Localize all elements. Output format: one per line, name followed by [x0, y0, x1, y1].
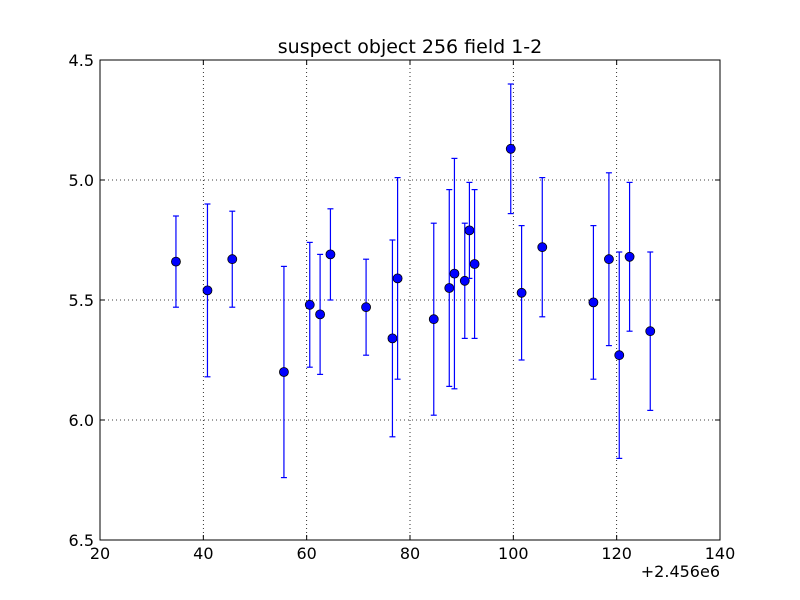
- data-point: [614, 350, 625, 361]
- data-point: [464, 225, 475, 236]
- data-point: [624, 251, 635, 262]
- grid-layer: [100, 60, 720, 540]
- x-tick-label: 100: [498, 544, 529, 563]
- data-point: [227, 254, 238, 265]
- x-tick-label: 20: [90, 544, 110, 563]
- data-point: [469, 259, 480, 269]
- data-layer: [171, 83, 656, 479]
- data-point: [444, 283, 455, 293]
- y-tick-label: 5.5: [69, 291, 94, 310]
- data-point: [171, 256, 181, 267]
- data-point: [325, 249, 336, 260]
- data-point: [505, 143, 516, 154]
- x-tick-label: 80: [400, 544, 420, 563]
- y-tick-label: 4.5: [69, 51, 94, 70]
- x-tick-label: 40: [193, 544, 213, 563]
- data-point: [279, 367, 289, 377]
- data-point: [516, 287, 527, 298]
- data-point: [645, 326, 656, 337]
- data-point: [604, 254, 614, 265]
- data-point: [588, 297, 599, 308]
- x-tick-label: 60: [296, 544, 316, 563]
- data-point: [202, 285, 213, 296]
- data-point: [392, 273, 403, 284]
- data-point: [361, 302, 371, 313]
- data-point: [537, 242, 548, 253]
- chart-title: suspect object 256 field 1-2: [278, 36, 543, 58]
- y-tick-label: 5.0: [69, 171, 94, 190]
- data-point: [459, 275, 470, 286]
- data-point: [315, 309, 326, 320]
- y-tick-label: 6.0: [69, 411, 94, 430]
- x-tick-label: 140: [705, 544, 736, 563]
- data-point: [387, 333, 398, 344]
- tick-layer: 20 40 60 80 100 120 140 4.5 5.0 5.5 6.0 6.5: [69, 51, 736, 563]
- data-point: [428, 314, 439, 325]
- y-tick-label: 6.5: [69, 531, 94, 550]
- x-offset-label: +2.456e6: [641, 562, 720, 581]
- x-tick-label: 120: [601, 544, 632, 563]
- data-point: [449, 268, 460, 279]
- data-point: [304, 299, 315, 310]
